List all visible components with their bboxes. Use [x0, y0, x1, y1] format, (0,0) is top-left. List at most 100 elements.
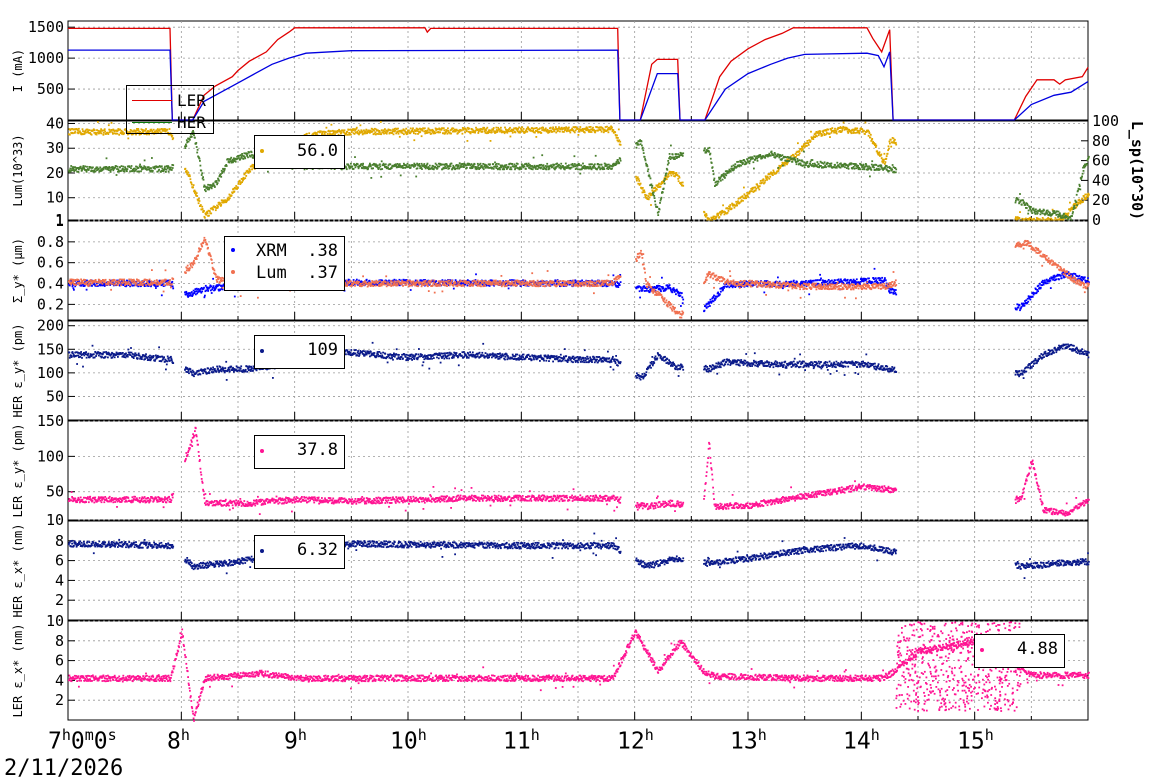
data-point	[252, 165, 254, 168]
data-point	[112, 166, 114, 168]
data-point	[79, 131, 82, 134]
y-tick-label: 10	[46, 189, 64, 207]
data-point	[858, 132, 861, 135]
data-point	[345, 133, 347, 136]
data-point	[551, 130, 554, 133]
data-point	[244, 177, 247, 180]
data-point	[842, 125, 845, 128]
data-point	[239, 183, 242, 185]
data-point	[840, 130, 843, 133]
data-point	[521, 165, 524, 167]
data-point	[384, 128, 386, 130]
data-point	[617, 137, 619, 139]
data-point	[250, 165, 253, 167]
data-point	[204, 216, 206, 219]
data-point	[749, 158, 752, 161]
data-point	[413, 162, 416, 165]
data-point	[406, 162, 409, 165]
data-point	[406, 132, 409, 135]
data-point	[127, 133, 130, 135]
data-point	[454, 167, 457, 170]
data-point	[148, 167, 151, 170]
data-point	[799, 162, 802, 165]
data-point	[675, 172, 678, 174]
data-point	[642, 149, 645, 152]
data-point	[201, 290, 204, 293]
data-point	[157, 169, 160, 172]
data-point	[1067, 212, 1070, 215]
data-point	[508, 130, 511, 133]
data-point	[850, 132, 853, 135]
data-point	[347, 163, 350, 166]
data-point	[241, 153, 243, 155]
data-point	[500, 166, 503, 169]
y-right-tick-label: 0	[1092, 211, 1101, 229]
data-point	[644, 158, 646, 160]
data-point	[703, 149, 706, 152]
data-point	[119, 166, 121, 169]
data-point	[598, 126, 601, 129]
data-point	[129, 131, 131, 134]
data-point	[392, 133, 395, 136]
data-point	[647, 168, 650, 171]
data-point	[425, 131, 427, 133]
data-point	[883, 152, 886, 155]
data-point	[124, 166, 126, 169]
data-point	[1022, 199, 1025, 202]
data-point	[204, 189, 206, 191]
data-point	[241, 181, 243, 183]
data-point	[805, 164, 807, 166]
data-point	[219, 205, 222, 207]
data-point	[83, 130, 85, 133]
data-point	[195, 194, 198, 197]
data-point	[745, 162, 748, 165]
data-point	[461, 163, 464, 166]
data-point	[397, 132, 400, 135]
data-point	[740, 200, 743, 203]
data-point	[505, 166, 507, 168]
data-point	[111, 131, 114, 134]
data-point	[98, 131, 101, 133]
data-point	[411, 130, 413, 132]
data-point	[165, 168, 168, 171]
data-point	[729, 206, 731, 208]
data-point	[385, 129, 388, 132]
data-point	[97, 168, 100, 170]
data-point	[227, 196, 230, 199]
data-point	[215, 180, 218, 182]
data-point	[362, 162, 364, 165]
data-point	[747, 161, 750, 163]
data-point	[557, 165, 559, 168]
data-point	[243, 155, 245, 157]
data-point	[151, 157, 153, 159]
data-point	[822, 129, 825, 132]
data-point	[209, 184, 212, 186]
data-point	[747, 195, 749, 198]
data-point	[510, 128, 513, 131]
data-point	[677, 177, 680, 180]
data-point	[195, 192, 198, 194]
data-point	[479, 129, 481, 132]
data-point	[151, 130, 154, 132]
data-point	[801, 148, 804, 151]
data-point	[572, 129, 574, 131]
data-point	[581, 167, 583, 170]
data-point	[194, 193, 197, 196]
data-point	[308, 132, 311, 135]
data-point	[525, 128, 528, 130]
data-point	[228, 161, 231, 164]
data-point	[162, 129, 165, 132]
data-point	[228, 160, 230, 163]
data-point	[541, 129, 544, 131]
data-point	[354, 166, 357, 169]
data-point	[237, 183, 240, 185]
data-point	[498, 167, 501, 169]
data-point	[197, 156, 200, 158]
data-point	[349, 132, 351, 135]
data-point	[427, 166, 430, 168]
data-point	[743, 159, 746, 162]
data-point	[472, 165, 475, 168]
data-point	[427, 131, 430, 134]
data-point	[679, 182, 682, 184]
data-point	[637, 143, 640, 146]
